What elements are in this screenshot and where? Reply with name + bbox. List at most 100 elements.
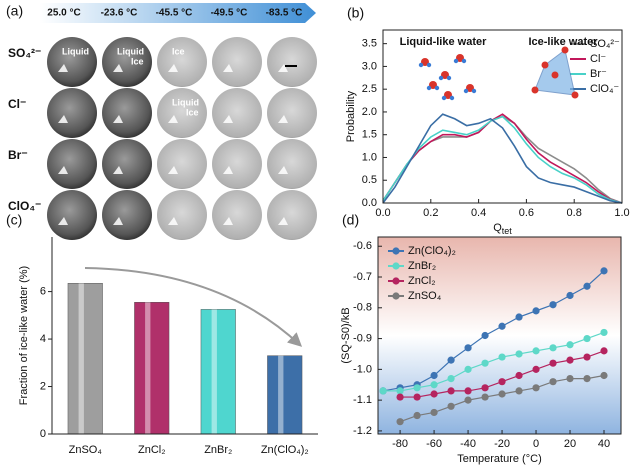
y-tick-label: 1.0	[362, 151, 377, 163]
x-tick-label: 0.0	[375, 207, 390, 219]
data-point	[566, 374, 574, 383]
data-point	[498, 378, 506, 386]
temperature-label: 25.0 °C	[47, 8, 80, 19]
photo-highlight	[113, 64, 123, 72]
photo	[212, 88, 262, 138]
data-point	[583, 334, 591, 343]
panel-label: (d)	[342, 212, 359, 228]
x-tick-label: 40	[598, 438, 610, 450]
image-label: Liquid	[117, 46, 144, 56]
y-axis-label: (SQ-S0)/kB	[340, 307, 352, 363]
data-point	[583, 374, 591, 383]
x-tick-label: -60	[426, 438, 442, 450]
bar-shine	[211, 309, 217, 434]
oxygen	[456, 54, 464, 62]
data-point	[481, 359, 489, 367]
x-tick-label: -40	[460, 438, 476, 450]
legend-marker	[392, 247, 400, 255]
photo	[157, 37, 207, 87]
y-tick-label: 2.5	[362, 83, 377, 95]
photo	[212, 139, 262, 189]
temperature-label: -45.5 °C	[156, 8, 193, 19]
photo-highlight	[58, 217, 68, 225]
panel-label: (c)	[6, 212, 22, 228]
image-label: Liquid	[62, 46, 89, 56]
bar-shine	[278, 355, 284, 434]
oxygen	[441, 71, 449, 79]
panel-label: (a)	[6, 3, 23, 19]
legend-marker	[392, 277, 400, 285]
data-point	[532, 307, 540, 315]
annotation: Liquid-like water	[400, 36, 488, 48]
photo-highlight	[168, 166, 178, 174]
photo	[102, 139, 152, 189]
data-point	[413, 411, 421, 420]
y-tick-label: 2.0	[362, 106, 377, 118]
bar	[267, 355, 303, 435]
data-point	[600, 328, 608, 337]
photo-highlight	[113, 217, 123, 225]
y-tick-label: 1.5	[362, 129, 377, 141]
photo	[47, 37, 97, 87]
photo-highlight	[168, 115, 178, 123]
series-line	[382, 115, 623, 204]
y-tick-label: 3.0	[362, 60, 377, 72]
photo	[102, 37, 152, 87]
oxygen	[444, 91, 452, 99]
photo-highlight	[223, 115, 233, 123]
data-point	[566, 291, 574, 300]
annotation: Ice-like water	[528, 36, 598, 48]
y-tick-label: 6	[40, 285, 46, 297]
oxygen	[541, 61, 549, 69]
hydrogen	[449, 95, 455, 101]
photo-highlight	[113, 166, 123, 174]
bar	[134, 302, 170, 435]
data-point	[549, 344, 557, 352]
legend-label: Br⁻	[590, 68, 607, 80]
photo-highlight	[223, 64, 233, 72]
axes	[51, 237, 318, 435]
plot-background	[378, 237, 621, 434]
legend-marker	[392, 292, 400, 300]
data-point	[532, 347, 540, 355]
bar-shine	[145, 302, 151, 434]
data-point	[396, 418, 404, 426]
oxygen	[571, 91, 579, 99]
photo-highlight	[278, 166, 288, 174]
ion-label: Cl⁻	[8, 97, 26, 111]
photo-highlight	[168, 217, 178, 225]
hydrogen	[426, 62, 432, 68]
y-tick-label: 0	[40, 428, 46, 440]
data-point	[583, 282, 591, 290]
y-tick-label: 0.0	[362, 197, 377, 209]
x-tick-label: 0.2	[423, 207, 438, 219]
photo	[47, 190, 97, 240]
image-label: Ice	[172, 46, 185, 56]
data-point	[532, 384, 540, 392]
photo	[267, 88, 317, 138]
x-tick-label: -20	[494, 438, 510, 450]
oxygen	[421, 58, 429, 66]
data-point	[532, 365, 540, 373]
y-tick-label: -1.0	[353, 363, 372, 375]
data-point	[566, 341, 574, 349]
photo-highlight	[113, 115, 123, 123]
data-point	[515, 350, 523, 358]
data-point	[396, 387, 404, 395]
x-tick-label: -80	[392, 438, 408, 450]
y-tick-label: -0.6	[353, 240, 372, 252]
photo-highlight	[58, 64, 68, 72]
bar	[200, 309, 236, 435]
data-point	[566, 356, 574, 364]
series-line	[382, 115, 623, 204]
data-point	[396, 393, 404, 401]
ion-label: Br⁻	[8, 148, 28, 162]
data-point	[379, 387, 387, 395]
x-tick-label: 0.4	[471, 207, 486, 219]
data-point	[549, 378, 557, 386]
ion-label: SO₄²⁻	[8, 46, 41, 60]
x-axis-label: Qtet	[493, 222, 512, 236]
data-point	[430, 381, 438, 389]
hydrogen	[438, 75, 444, 81]
x-axis-label-main: Q	[493, 222, 502, 234]
